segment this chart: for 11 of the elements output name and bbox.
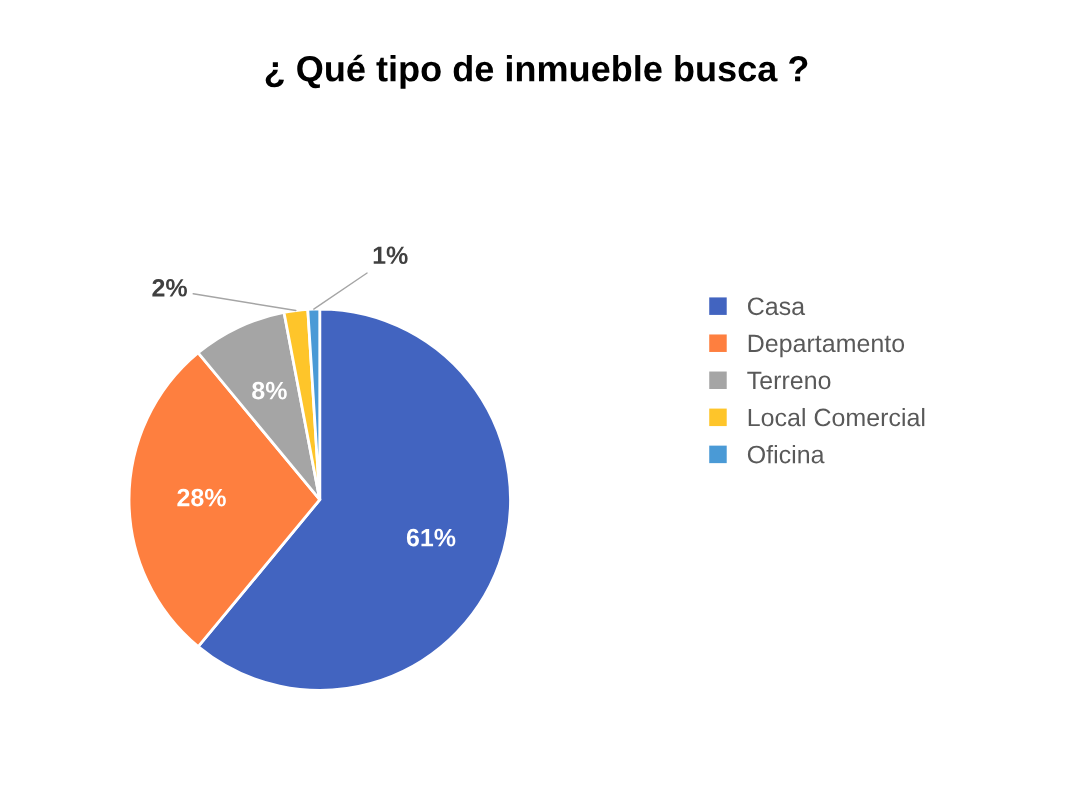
- chart-title: ¿ Qué tipo de inmueble busca ?: [265, 54, 808, 89]
- legend-label: Departamento: [748, 334, 905, 358]
- data-label: 28%: [177, 488, 226, 507]
- data-label: 61%: [406, 528, 456, 547]
- legend-label: Casa: [747, 297, 806, 316]
- legend-label: Oficina: [747, 445, 825, 464]
- legend-label: Local Comercial: [748, 407, 925, 427]
- legend-label: Terreno: [747, 371, 831, 390]
- data-label: 2%: [152, 278, 187, 297]
- data-label: 8%: [252, 381, 287, 400]
- data-label: 1%: [373, 246, 408, 265]
